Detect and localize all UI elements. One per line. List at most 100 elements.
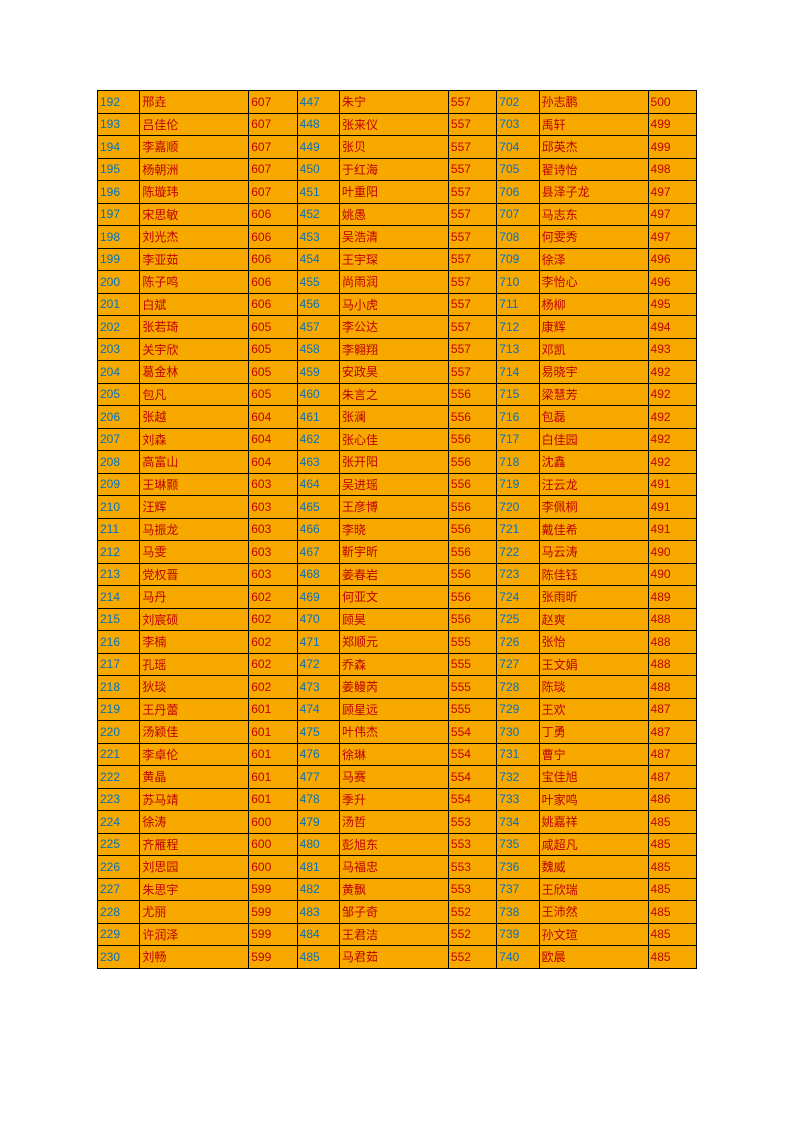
score-3: 496 (648, 271, 696, 294)
table-row: 204葛金林605459安政昊557714易晓宇492 (98, 361, 697, 384)
table-row: 209王琳颢603464吴进瑶556719汪云龙491 (98, 473, 697, 496)
table-row: 198刘光杰606453吴浩清557708何雯秀497 (98, 226, 697, 249)
table-row: 196陈璇玮607451叶重阳557706县泽子龙497 (98, 181, 697, 204)
rank-index-1: 227 (98, 878, 140, 901)
score-3: 492 (648, 451, 696, 474)
score-2: 557 (448, 361, 496, 384)
student-name-1: 白斌 (140, 293, 249, 316)
rank-index-1: 205 (98, 383, 140, 406)
student-name-3: 马志东 (539, 203, 648, 226)
rank-index-3: 710 (497, 271, 539, 294)
student-name-3: 丁勇 (539, 721, 648, 744)
student-name-2: 张澜 (339, 406, 448, 429)
rank-index-2: 471 (297, 631, 339, 654)
score-3: 488 (648, 608, 696, 631)
score-2: 556 (448, 586, 496, 609)
rank-index-2: 464 (297, 473, 339, 496)
table-row: 224徐涛600479汤哲553734姚嘉祥485 (98, 811, 697, 834)
score-3: 499 (648, 136, 696, 159)
score-2: 557 (448, 316, 496, 339)
score-1: 605 (249, 383, 297, 406)
score-3: 490 (648, 541, 696, 564)
rank-index-1: 225 (98, 833, 140, 856)
student-name-2: 张来仪 (339, 113, 448, 136)
student-name-1: 陈子鸣 (140, 271, 249, 294)
score-3: 499 (648, 113, 696, 136)
score-2: 556 (448, 428, 496, 451)
table-row: 216李楠602471郑顺元555726张怡488 (98, 631, 697, 654)
student-name-2: 吴浩清 (339, 226, 448, 249)
table-row: 207刘森604462张心佳556717白佳园492 (98, 428, 697, 451)
rank-index-3: 713 (497, 338, 539, 361)
student-name-1: 尤丽 (140, 901, 249, 924)
score-3: 491 (648, 518, 696, 541)
student-name-3: 孙志鹏 (539, 91, 648, 114)
rank-index-1: 223 (98, 788, 140, 811)
student-name-1: 陈璇玮 (140, 181, 249, 204)
score-1: 602 (249, 676, 297, 699)
score-1: 606 (249, 248, 297, 271)
score-2: 557 (448, 338, 496, 361)
rank-index-2: 476 (297, 743, 339, 766)
student-name-2: 张开阳 (339, 451, 448, 474)
student-name-1: 刘宸硕 (140, 608, 249, 631)
rank-index-3: 712 (497, 316, 539, 339)
score-2: 555 (448, 653, 496, 676)
table-row: 221李卓伦601476徐琳554731曹宁487 (98, 743, 697, 766)
student-name-3: 禹轩 (539, 113, 648, 136)
score-2: 553 (448, 811, 496, 834)
student-name-1: 王丹蕾 (140, 698, 249, 721)
rank-index-2: 473 (297, 676, 339, 699)
student-name-2: 马赛 (339, 766, 448, 789)
student-name-1: 包凡 (140, 383, 249, 406)
rank-index-1: 210 (98, 496, 140, 519)
rank-index-3: 739 (497, 923, 539, 946)
student-name-1: 杨朝洲 (140, 158, 249, 181)
score-3: 487 (648, 743, 696, 766)
score-1: 603 (249, 563, 297, 586)
rank-index-2: 483 (297, 901, 339, 924)
rank-index-1: 203 (98, 338, 140, 361)
rank-index-3: 729 (497, 698, 539, 721)
score-3: 496 (648, 248, 696, 271)
score-1: 599 (249, 923, 297, 946)
score-3: 493 (648, 338, 696, 361)
student-name-2: 李晓 (339, 518, 448, 541)
score-3: 487 (648, 698, 696, 721)
rank-index-1: 201 (98, 293, 140, 316)
rank-index-1: 216 (98, 631, 140, 654)
student-name-3: 欧晨 (539, 946, 648, 969)
student-name-3: 邓凯 (539, 338, 648, 361)
rank-index-3: 702 (497, 91, 539, 114)
student-name-1: 黄晶 (140, 766, 249, 789)
score-2: 554 (448, 721, 496, 744)
student-name-2: 尚雨润 (339, 271, 448, 294)
rank-index-1: 198 (98, 226, 140, 249)
rank-index-3: 724 (497, 586, 539, 609)
student-name-3: 梁慧芳 (539, 383, 648, 406)
score-1: 605 (249, 316, 297, 339)
rank-index-2: 472 (297, 653, 339, 676)
score-2: 555 (448, 631, 496, 654)
score-1: 599 (249, 946, 297, 969)
student-name-3: 赵爽 (539, 608, 648, 631)
rank-index-1: 196 (98, 181, 140, 204)
student-name-1: 李嘉顺 (140, 136, 249, 159)
table-row: 212马雯603467靳宇昕556722马云涛490 (98, 541, 697, 564)
rank-index-1: 208 (98, 451, 140, 474)
student-name-3: 王沛然 (539, 901, 648, 924)
student-name-1: 许润泽 (140, 923, 249, 946)
student-name-3: 李怡心 (539, 271, 648, 294)
score-3: 485 (648, 833, 696, 856)
rank-index-3: 703 (497, 113, 539, 136)
student-name-3: 康辉 (539, 316, 648, 339)
student-name-3: 曹宁 (539, 743, 648, 766)
rank-index-2: 479 (297, 811, 339, 834)
score-1: 603 (249, 518, 297, 541)
student-name-3: 翟诗怡 (539, 158, 648, 181)
score-3: 486 (648, 788, 696, 811)
rank-index-3: 714 (497, 361, 539, 384)
student-name-1: 朱思宇 (140, 878, 249, 901)
student-name-3: 戴佳希 (539, 518, 648, 541)
score-2: 556 (448, 518, 496, 541)
